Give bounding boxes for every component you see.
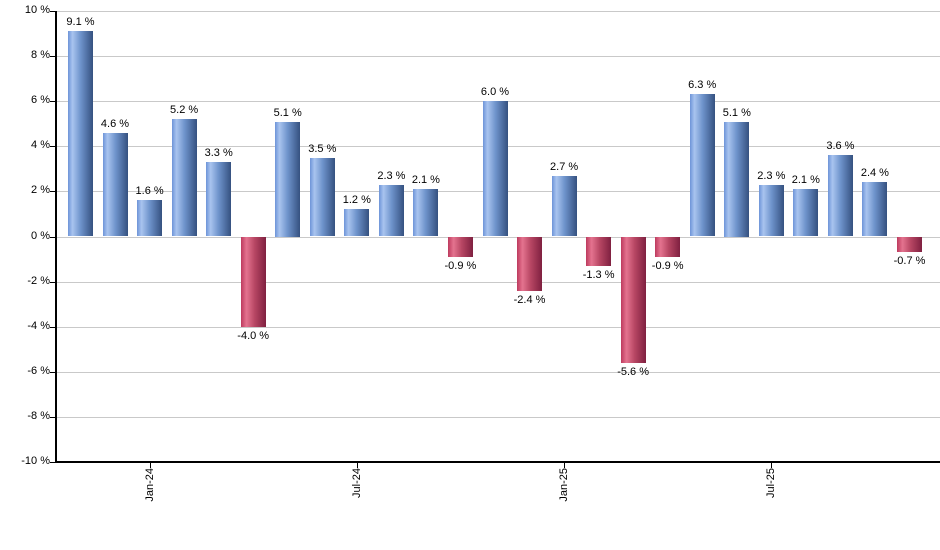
bar-20 — [758, 184, 784, 237]
bar-0 — [68, 31, 93, 237]
bar-value-label-2: 1.6 % — [135, 185, 164, 198]
y-axis-label: -4 % — [27, 319, 50, 332]
bar-17 — [655, 236, 681, 257]
bar-18 — [689, 94, 715, 237]
bar-value-label-23: 2.4 % — [860, 167, 889, 180]
bar-value-label-8: 1.2 % — [342, 194, 371, 207]
bar-value-label-13: -2.4 % — [513, 293, 546, 306]
bar-value-label-16: -5.6 % — [617, 365, 649, 378]
y-axis-tick — [50, 462, 56, 463]
bar-10 — [413, 189, 439, 237]
y-axis-label: -6 % — [27, 364, 50, 377]
bar-value-label-12: 6.0 % — [480, 86, 510, 99]
gridline--2pct — [57, 281, 940, 283]
bar-value-label-10: 2.1 % — [411, 174, 440, 187]
bar-11 — [447, 236, 473, 257]
bar-value-label-24: -0.7 % — [893, 255, 926, 268]
y-axis-label: 0 % — [31, 229, 50, 242]
bar-value-label-11: -0.9 % — [444, 259, 477, 272]
y-axis-label: 8 % — [31, 49, 50, 62]
bar-1 — [102, 132, 128, 237]
bar-value-label-6: 5.1 % — [273, 106, 302, 119]
gridline-0pct — [57, 236, 940, 238]
y-axis-tick — [50, 416, 56, 418]
bar-21 — [793, 189, 819, 237]
bar-value-label-9: 2.3 % — [377, 169, 406, 182]
y-axis-tick — [50, 146, 56, 148]
x-axis-tick — [564, 463, 566, 468]
bar-value-label-17: -0.9 % — [651, 259, 684, 272]
gridline-8pct — [57, 56, 940, 58]
x-axis-tick — [356, 463, 358, 468]
y-axis-tick — [50, 11, 56, 12]
bar-value-label-22: 3.6 % — [826, 140, 855, 153]
bar-22 — [827, 155, 853, 237]
bar-value-label-0: 9.1 % — [66, 16, 95, 29]
x-axis-label: Jan-25 — [558, 468, 571, 502]
bar-16 — [620, 236, 646, 363]
bar-value-label-18: 6.3 % — [688, 79, 717, 92]
bar-13 — [517, 236, 542, 291]
bar-value-label-14: 2.7 % — [550, 160, 579, 173]
bar-3 — [171, 119, 197, 237]
bar-value-label-15: -1.3 % — [582, 268, 615, 281]
y-axis-tick — [50, 371, 56, 373]
y-axis-line — [55, 11, 57, 463]
bar-value-label-4: 3.3 % — [204, 147, 233, 160]
bar-4 — [206, 162, 232, 237]
gridline--8pct — [57, 416, 940, 418]
y-axis-tick — [50, 281, 56, 283]
bar-value-label-20: 2.3 % — [757, 169, 786, 182]
y-axis-tick — [50, 326, 56, 328]
bar-value-label-5: -4.0 % — [237, 329, 270, 342]
x-axis-label: Jul-24 — [350, 468, 363, 498]
bar-value-label-3: 5.2 % — [170, 104, 199, 117]
y-axis-tick — [50, 101, 56, 103]
bar-19 — [724, 121, 750, 237]
bar-14 — [551, 175, 577, 237]
bar-value-label-21: 2.1 % — [791, 174, 820, 187]
gridline--6pct — [57, 371, 940, 373]
y-axis-label: 6 % — [31, 94, 50, 107]
x-axis-line — [55, 461, 940, 463]
x-axis-tick — [149, 463, 151, 468]
bar-5 — [240, 236, 266, 327]
bar-value-label-7: 3.5 % — [308, 142, 337, 155]
bar-8 — [344, 209, 370, 237]
gridline-10pct — [57, 11, 940, 12]
x-axis-tick — [771, 463, 773, 468]
y-axis-tick — [50, 236, 56, 238]
bar-23 — [862, 182, 888, 237]
gridline--4pct — [57, 326, 940, 328]
bar-7 — [309, 157, 335, 237]
y-axis-label: -8 % — [27, 409, 50, 422]
bar-value-label-19: 5.1 % — [722, 106, 751, 119]
bar-9 — [378, 184, 404, 237]
y-axis-tick — [50, 191, 56, 193]
y-axis-label: 10 % — [24, 4, 50, 16]
bar-2 — [137, 200, 163, 237]
bar-24 — [897, 236, 922, 253]
y-axis-label: -10 % — [21, 455, 50, 467]
y-axis-tick — [50, 56, 56, 58]
bar-value-label-1: 4.6 % — [100, 117, 130, 130]
y-axis-label: 2 % — [31, 184, 50, 197]
bar-12 — [482, 101, 508, 237]
x-axis-label: Jul-25 — [765, 468, 778, 498]
x-axis-label: Jan-24 — [143, 468, 156, 502]
y-axis-label: -2 % — [27, 274, 50, 287]
y-axis-label: 4 % — [31, 139, 50, 152]
bar-15 — [586, 236, 612, 266]
bar-6 — [275, 121, 301, 237]
